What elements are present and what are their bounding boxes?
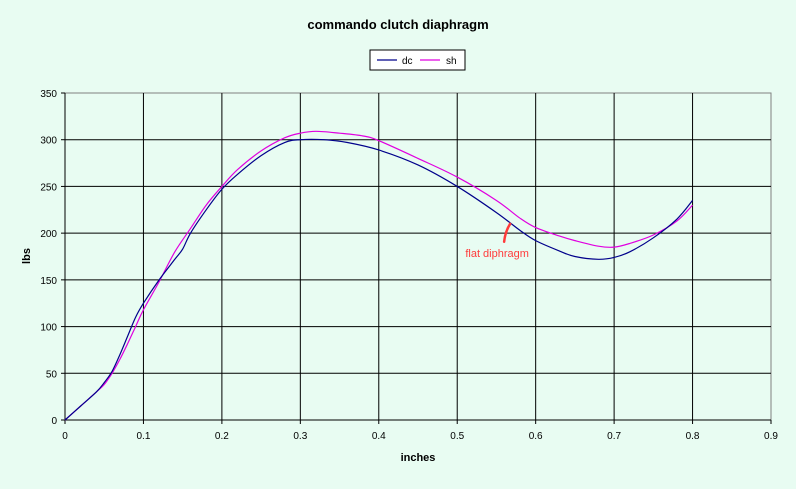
- x-axis-label: inches: [401, 452, 436, 464]
- legend-label-sh: sh: [446, 56, 457, 67]
- y-tick-label: 200: [40, 229, 57, 240]
- x-tick-label: 0.5: [450, 431, 464, 442]
- x-tick-label: 0: [62, 431, 68, 442]
- annotations: flat diphragm: [465, 222, 529, 260]
- x-tick-label: 0.7: [607, 431, 621, 442]
- axis-ticks: 0 0.1 0.2 0.3 0.4 0.5 0.6 0.7 0.8 0.9 0 50 100 150 200…: [40, 89, 778, 442]
- legend-label-dc: dc: [402, 56, 413, 67]
- y-tick-label: 50: [46, 369, 58, 380]
- grid: [65, 93, 771, 420]
- x-tick-label: 0.3: [293, 431, 307, 442]
- series-line-dc: [64, 138, 694, 421]
- legend: dc sh: [369, 49, 466, 71]
- x-tick-label: 0.1: [136, 431, 150, 442]
- series: [64, 130, 694, 421]
- legend-box: [369, 49, 466, 71]
- y-tick-label: 350: [40, 89, 57, 100]
- x-tick-label: 0.8: [686, 431, 700, 442]
- series-line-sh: [64, 130, 693, 421]
- annotation-label: flat diphragm: [465, 248, 529, 260]
- x-tick-label: 0.2: [215, 431, 229, 442]
- plot-area: [64, 92, 772, 421]
- x-tick-label: 0.6: [529, 431, 543, 442]
- y-axis-label: lbs: [21, 248, 33, 264]
- x-tick-label: 0.4: [372, 431, 386, 442]
- y-tick-label: 300: [40, 136, 57, 147]
- y-tick-label: 150: [40, 276, 57, 287]
- x-tick-label: 0.9: [764, 431, 778, 442]
- annotation-arrow: [502, 222, 512, 244]
- chart-title: commando clutch diaphragm: [307, 17, 488, 32]
- y-tick-label: 100: [40, 323, 57, 334]
- y-tick-label: 250: [40, 182, 57, 193]
- y-tick-label: 0: [51, 416, 57, 427]
